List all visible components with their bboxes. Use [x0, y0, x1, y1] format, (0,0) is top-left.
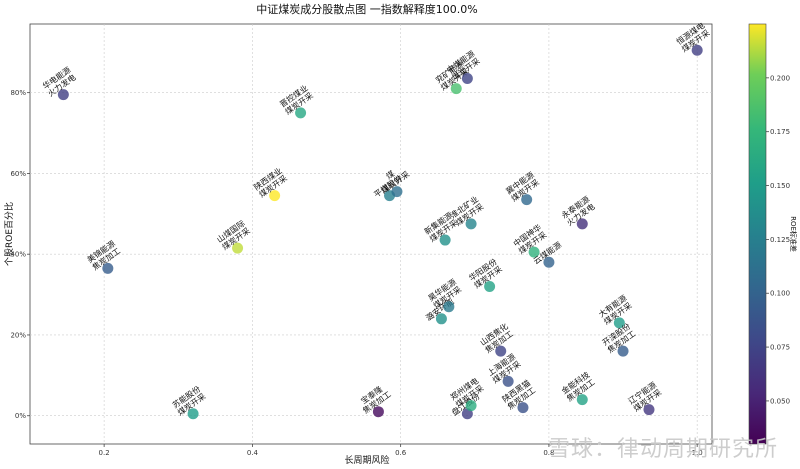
data-point [391, 186, 403, 198]
data-point [443, 301, 455, 313]
data-point [187, 408, 199, 420]
x-tick-label: 0.8 [543, 449, 554, 457]
data-point [484, 281, 496, 292]
y-axis-ticks: 0% 20% 40% 60% 80% [10, 89, 30, 420]
data-point [528, 246, 540, 258]
data-point [439, 234, 451, 246]
data-point [372, 406, 384, 418]
data-point [502, 375, 514, 387]
data-point [295, 107, 307, 119]
data-point [576, 394, 588, 406]
data-point [495, 345, 507, 357]
colorbar-tick-label: 0.100 [770, 290, 790, 298]
x-tick-label: 1.0 [692, 449, 703, 457]
data-point [435, 313, 447, 325]
x-tick-label: 0.2 [99, 449, 110, 457]
data-point [102, 262, 114, 274]
data-point [643, 404, 655, 416]
y-axis-label: 个股ROE百分比 [3, 202, 15, 266]
y-tick-label: 0% [15, 412, 26, 420]
y-tick-label: 20% [10, 331, 26, 339]
data-point [269, 190, 281, 202]
data-point [57, 89, 69, 101]
colorbar-tick-label: 0.050 [770, 397, 790, 405]
x-axis-ticks: 0.2 0.4 0.6 0.8 1.0 [99, 444, 703, 457]
colorbar-tick-label: 0.150 [770, 182, 790, 190]
x-tick-label: 0.4 [247, 449, 259, 457]
y-tick-label: 80% [10, 89, 26, 97]
watermark-text: 雪球：律动周期研究所 [547, 437, 778, 462]
colorbar-label: ROE标准差 [789, 216, 798, 252]
colorbar-tick-label: 0.200 [770, 74, 790, 82]
data-point [613, 317, 625, 329]
data-point [543, 256, 555, 268]
data-point [521, 194, 533, 206]
data-point [465, 400, 477, 412]
y-tick-label: 60% [10, 170, 26, 178]
data-point [617, 345, 629, 357]
colorbar-tick-label: 0.175 [770, 128, 790, 136]
data-point [576, 218, 588, 230]
data-point [691, 44, 703, 56]
colorbar-ticks: 0.050 0.075 0.100 0.125 0.150 0.175 0.200 [766, 74, 790, 405]
data-point [465, 218, 477, 230]
data-points: 华电能源火力发电美锦能源焦炭加工苏能股份煤炭开采山煤国际煤炭开采陕西煤业煤炭开采… [41, 20, 711, 420]
chart-title: 中证煤炭成分股散点图 一指数解释度100.0% [256, 2, 477, 16]
colorbar-tick-label: 0.075 [770, 344, 790, 352]
plot-frame [29, 23, 713, 445]
y-tick-label: 40% [10, 251, 26, 259]
x-tick-label: 0.6 [395, 449, 407, 457]
colorbar [748, 23, 767, 445]
data-point [232, 242, 244, 254]
data-point [517, 402, 529, 414]
x-axis-label: 长周期风险 [344, 454, 389, 466]
data-point [450, 83, 462, 95]
grid-lines [30, 24, 712, 444]
colorbar-tick-label: 0.125 [770, 236, 790, 244]
data-point [461, 73, 473, 85]
